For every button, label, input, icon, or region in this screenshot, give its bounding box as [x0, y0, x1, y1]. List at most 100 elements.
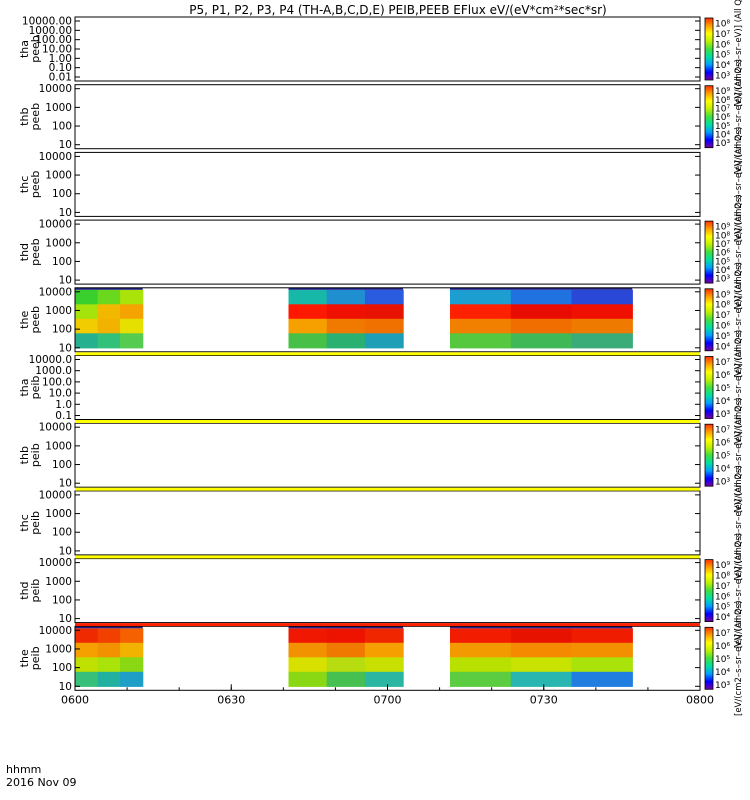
y-tick-label: 0.1 [55, 410, 72, 422]
y-tick-label: 10000.0 [29, 354, 72, 366]
spectrogram-cell [450, 628, 512, 644]
spectrogram-cell [326, 333, 366, 349]
spectrogram-cell [364, 333, 404, 349]
spectrogram-cell [97, 657, 121, 673]
y-tick-label: 10 [59, 478, 72, 490]
spectrogram-edge [450, 287, 633, 290]
spectrogram-cell [75, 289, 99, 305]
y-tick-label: 100 [52, 594, 72, 606]
spectrogram-cell [364, 642, 404, 658]
colorbar [704, 626, 714, 690]
spectrogram-cell [120, 671, 144, 687]
y-tick-label: 10.00 [42, 44, 72, 56]
spectrogram-cell [571, 642, 633, 658]
colorbar-tick-label: 10³ [715, 681, 730, 691]
y-tick-label: 10 [59, 545, 72, 557]
spectrogram-edge [450, 626, 633, 629]
spectrogram-cell [510, 657, 573, 673]
panel-thc-peib: 10000 1000 100 10 thcpeib [eV/(cm2–s–sr–eV)] … [18, 465, 744, 580]
colorbar-tick-label: 10⁹ [715, 290, 730, 300]
panel-label: thbpeib [18, 443, 42, 467]
y-tick-label: 10000 [39, 151, 72, 163]
spectrogram-cell [288, 657, 328, 673]
spectrogram-cell [326, 671, 366, 687]
separator-bar [75, 555, 700, 559]
panel-label: thcpeib [18, 511, 42, 535]
colorbar [704, 85, 714, 149]
colorbar-tick-label: 10⁵ [715, 603, 730, 613]
y-tick-label: 10 [59, 342, 72, 354]
colorbar-label: [eV/(cm2–s–sr–eV)] (All Qs) [734, 330, 744, 445]
colorbar-tick-label: 10⁶ [715, 439, 730, 449]
plot-frame [74, 219, 701, 285]
spectrogram-cell [571, 671, 633, 687]
colorbar [704, 423, 714, 487]
colorbar-tick-label: 10⁷ [715, 105, 730, 115]
panel-label: thapeeb [18, 35, 42, 63]
panel-label: thapeib [18, 376, 42, 400]
colorbar-tick-label: 10⁴ [715, 342, 730, 352]
y-tick-label: 100 [52, 527, 72, 539]
colorbar-tick-label: 10⁴ [715, 266, 730, 276]
spectrogram-cell [75, 304, 99, 320]
separator-bar [75, 420, 700, 423]
spectrogram-cell [75, 628, 99, 644]
spectrogram-cell [97, 671, 121, 687]
y-tick-label: 10000.00 [22, 16, 72, 28]
plot-frame [74, 558, 701, 624]
y-tick-label: 100 [52, 256, 72, 268]
colorbar-label: [eV/(cm2–s–sr–eV)] (All Qs) [734, 465, 744, 580]
colorbar-tick-label: 10⁵ [715, 51, 730, 61]
spectrogram-cell [510, 642, 573, 658]
spectrogram-cell [120, 318, 144, 334]
y-tick-label: 1000 [45, 305, 72, 317]
colorbar-tick-label: 10⁴ [715, 131, 730, 141]
colorbar-tick-label: 10⁸ [715, 20, 730, 30]
spectrogram-cell [97, 318, 121, 334]
y-tick-label: 100.00 [35, 34, 72, 46]
y-tick-label: 10 [59, 275, 72, 287]
colorbar-tick-label: 10⁹ [715, 561, 730, 571]
colorbar-label: [eV/(cm2–s–sr–eV)] (All Qs) [734, 59, 744, 174]
plot-area [75, 558, 700, 623]
colorbar-tick-label: 10⁵ [715, 452, 730, 462]
panel-thb-peeb: 10000100010010thbpeeb10⁹10⁸10⁷10⁶10⁵10⁴1… [18, 59, 744, 174]
spectrogram-cell [364, 289, 404, 305]
x-tick-label: 0630 [217, 693, 245, 706]
spectrogram-cell [75, 671, 99, 687]
panel-thb-peib: 10000 1000 100 10 thbpeib 10⁷ 10⁶ 10⁵ 10⁴ 10³ [eV/… [18, 398, 744, 513]
spectrogram-cell [97, 289, 121, 305]
colorbar [704, 288, 714, 352]
colorbar-tick-label: 10⁸ [715, 301, 730, 311]
spectrogram-cell [120, 304, 144, 320]
plot-area [75, 423, 700, 488]
y-tick-label: 10.0 [49, 388, 72, 400]
spectrogram-cell [288, 628, 328, 644]
y-tick-label: 100 [52, 459, 72, 471]
x-axis: 0600 0630 0700 0730 0800 [61, 684, 714, 706]
spectrogram-cell [288, 333, 328, 349]
footer-label-date: 2016 Nov 09 [6, 776, 76, 789]
colorbar-tick-label: 10⁸ [715, 231, 730, 241]
y-tick-label: 1000 [45, 576, 72, 588]
colorbar-tick-label: 10⁵ [715, 122, 730, 132]
spectrogram-cell [364, 628, 404, 644]
colorbar-tick-label: 10⁴ [715, 61, 730, 71]
spectrogram-cell [510, 671, 573, 687]
x-tick-label: 0600 [61, 693, 89, 706]
panel-label: thbpeeb [18, 103, 42, 131]
y-tick-label: 1000.00 [29, 25, 72, 37]
colorbar-tick-label: 10⁶ [715, 40, 730, 50]
plot-frame [74, 490, 701, 556]
y-tick-label: 1000 [45, 237, 72, 249]
colorbar-tick-label: 10⁷ [715, 426, 730, 436]
spectrogram-cell [120, 628, 144, 644]
y-tick-label: 10000 [39, 422, 72, 434]
spectrogram-cell [364, 318, 404, 334]
colorbar-tick-label: 10³ [715, 139, 730, 149]
panel-label: thcpeeb [18, 171, 42, 199]
separator-bar [75, 487, 700, 491]
colorbar [704, 220, 714, 284]
